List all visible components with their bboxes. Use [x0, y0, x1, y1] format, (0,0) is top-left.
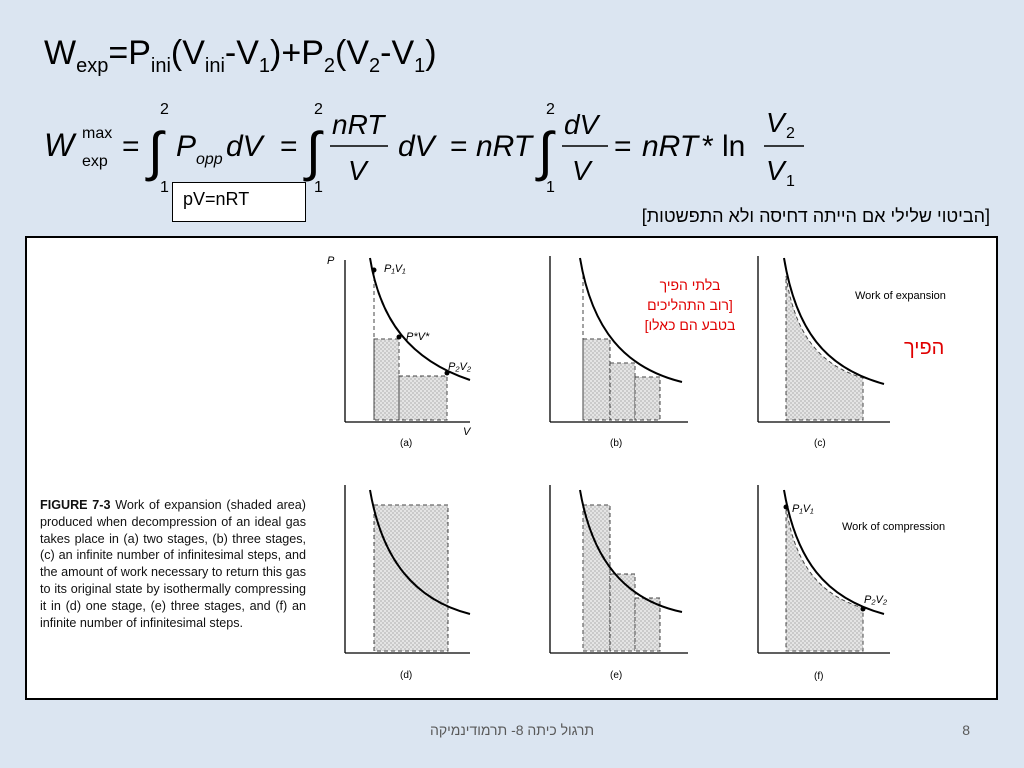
- int2-lower: 1: [314, 179, 323, 196]
- eq-nrt3: nRT: [642, 130, 701, 163]
- sign-note: [הביטוי שלילי אם הייתה דחיסה ולא התפשטות…: [641, 206, 990, 226]
- integral-equation: W max exp = ∫ 2 1 P opp dV = ∫ 2 1 nRT V…: [44, 101, 804, 196]
- eq-times: *: [702, 130, 714, 163]
- panel-c-title: Work of expansion: [855, 290, 946, 302]
- integral-sign-2: ∫: [303, 122, 324, 182]
- panel-d-isotherm: [369, 489, 471, 615]
- eq-equals-3: =: [450, 130, 468, 163]
- eq-w: W: [44, 127, 77, 163]
- panel-b-note-3: בטבע הם כאלו]: [645, 317, 736, 333]
- panel-d-label: (d): [400, 670, 412, 681]
- panel-f-label: (f): [814, 671, 823, 682]
- panel-b-step-1: [582, 338, 611, 421]
- panel-f-area: [785, 506, 864, 652]
- panel-a-axis-p: P: [327, 255, 335, 267]
- panel-a-point-1: P₁V₁: [384, 263, 406, 275]
- eq-frac-v2-num: V: [766, 107, 787, 138]
- int3-upper: 2: [546, 101, 555, 118]
- eq-frac-dv: dV: [564, 109, 601, 140]
- panel-b-note-1: בלתי הפיך: [660, 277, 721, 293]
- panel-f-point-2: P₂V₂: [864, 594, 888, 606]
- panel-b-step-3: [634, 376, 661, 421]
- panel-a-label: (a): [400, 438, 412, 449]
- panel-e-step-3: [634, 597, 661, 652]
- panel-c: Work of expansion הפיך (c): [757, 256, 946, 449]
- panel-f: P₁V₁ P₂V₂ Work of compression (f): [757, 485, 945, 682]
- int1-upper: 2: [160, 101, 169, 118]
- panel-e: (e): [549, 485, 688, 681]
- eq-sub: exp: [82, 153, 108, 170]
- panel-f-title: Work of compression: [842, 521, 945, 533]
- eq-p-sub: opp: [196, 151, 223, 168]
- panel-a-step-1: [373, 338, 400, 421]
- panel-e-isotherm: [579, 489, 683, 613]
- footer-title: תרגול כיתה 8- תרמודינמיקה: [429, 722, 595, 738]
- caption-figure-number: FIGURE 7-3: [40, 498, 111, 512]
- panel-c-note: הפיך: [904, 337, 944, 359]
- panel-f-point-1: P₁V₁: [792, 503, 814, 515]
- ideal-gas-law-box: pV=nRT: [172, 182, 306, 222]
- integral-sign-1: ∫: [145, 122, 166, 182]
- eq-frac-nrt: nRT: [332, 109, 386, 140]
- panel-b-note-2: [רוב התהליכים: [647, 297, 733, 313]
- eq-frac-v1-sub: 1: [786, 173, 795, 190]
- eq-dv2: dV: [398, 130, 438, 163]
- eq-sup: max: [82, 125, 112, 142]
- eq-nrt2: nRT: [476, 130, 535, 163]
- panel-b: (b) בלתי הפיך [רוב התהליכים בטבע הם כאלו…: [549, 256, 736, 449]
- panel-b-label: (b): [610, 438, 622, 449]
- caption-text: Work of expansion (shaded area) produced…: [40, 498, 306, 630]
- eq-frac-v2: V: [572, 155, 593, 186]
- panel-a-axis-v: V: [463, 426, 472, 438]
- panel-b-isotherm: [579, 257, 683, 383]
- work-equation: Wexp=Pini(Vini-V1)+P2(V2-V1): [44, 34, 437, 77]
- eq-frac-v1-den: V: [766, 155, 787, 186]
- eq-p: P: [176, 130, 196, 163]
- eq-equals-1: =: [122, 130, 140, 163]
- eq-equals-2: =: [280, 130, 298, 163]
- page-number: 8: [962, 722, 970, 738]
- eq-frac-v: V: [348, 155, 369, 186]
- panel-c-area: [785, 275, 864, 421]
- panel-a-isotherm: [369, 257, 471, 381]
- panel-c-isotherm: [783, 257, 885, 385]
- panel-c-label: (c): [814, 438, 826, 449]
- int3-lower: 1: [546, 179, 555, 196]
- panel-d-step: [373, 504, 449, 652]
- eq-ln: ln: [722, 130, 745, 163]
- panel-a-step-2: [398, 375, 448, 421]
- figure-caption: FIGURE 7-3 Work of expansion (shaded are…: [40, 497, 306, 631]
- panel-d: (d): [344, 485, 471, 681]
- int2-upper: 2: [314, 101, 323, 118]
- panel-b-step-2: [609, 362, 636, 421]
- panel-e-step-1: [582, 504, 611, 652]
- eq-dv: dV: [226, 130, 266, 163]
- panel-e-step-2: [609, 573, 636, 652]
- integral-sign-3: ∫: [535, 122, 556, 182]
- panel-a: P V P₁V₁ P*V* P₂V₂ (a): [327, 255, 472, 449]
- int1-lower: 1: [160, 179, 169, 196]
- panel-a-point-mid: P*V*: [406, 331, 430, 343]
- panel-e-label: (e): [610, 670, 622, 681]
- panel-a-point-2: P₂V₂: [448, 361, 472, 373]
- eq-frac-v2-sub: 2: [786, 125, 795, 142]
- eq-equals-4: =: [614, 130, 632, 163]
